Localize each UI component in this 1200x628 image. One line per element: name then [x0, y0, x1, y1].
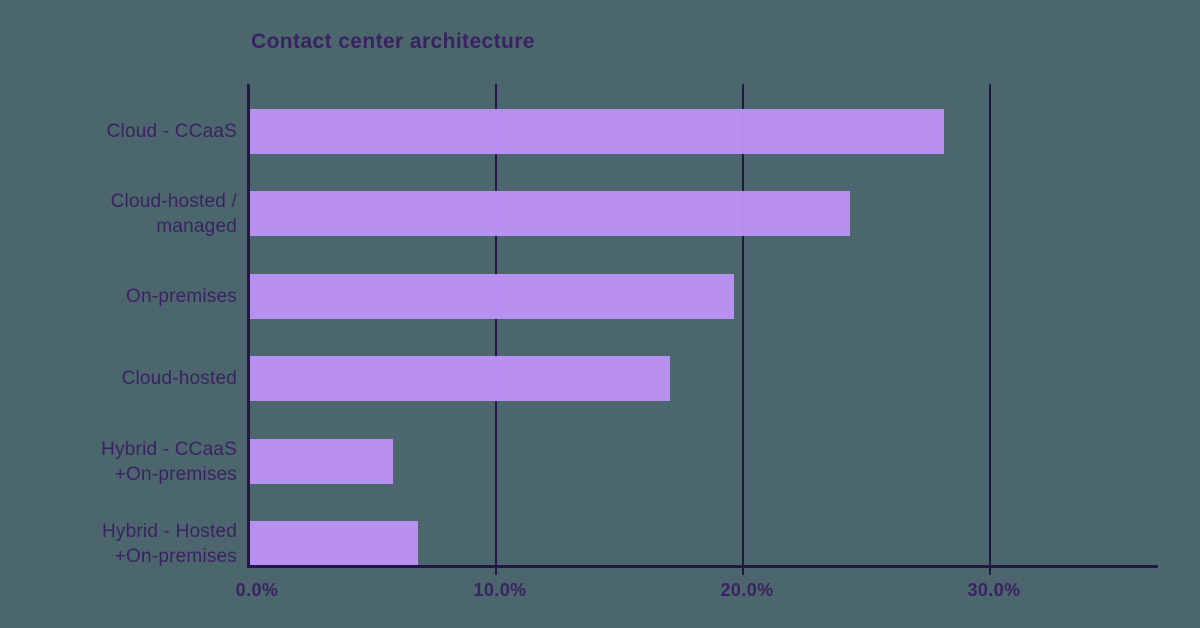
category-label-line: Hybrid - Hosted — [102, 520, 237, 542]
category-label-1: Cloud - CCaaS — [0, 104, 237, 160]
gridline-20-percent — [742, 84, 744, 567]
category-label-line: On-premises — [126, 286, 237, 307]
category-label-line: Cloud-hosted — [121, 368, 237, 389]
x-tick-label-30-percent: 30.0% — [967, 580, 1021, 600]
bar-6 — [250, 521, 418, 566]
category-label-4: Cloud-hosted — [0, 351, 237, 407]
chart-title: Contact center architecture — [251, 30, 535, 53]
category-label-line: managed — [156, 215, 237, 237]
bar-1 — [250, 109, 944, 154]
category-label-6: Hybrid - Hosted +On-premises — [0, 516, 237, 572]
bar-5 — [250, 439, 393, 484]
category-label-3: On-premises — [0, 269, 237, 325]
category-label-line: +On-premises — [114, 545, 237, 567]
x-tick-30-percent — [989, 568, 991, 575]
x-tick-label-10-percent: 10.0% — [473, 580, 527, 600]
y-axis-line — [247, 84, 250, 567]
bar-4 — [250, 356, 670, 401]
x-axis-line — [247, 565, 1158, 568]
category-label-5: Hybrid - CCaaS +On-premises — [0, 434, 237, 490]
x-tick-20-percent — [742, 568, 744, 575]
category-label-line: Hybrid - CCaaS — [101, 438, 237, 460]
category-label-line: +On-premises — [114, 463, 237, 485]
x-tick-label-20-percent: 20.0% — [720, 580, 774, 600]
bar-3 — [250, 274, 734, 319]
x-tick-10-percent — [495, 568, 497, 575]
gridline-30-percent — [989, 84, 991, 567]
x-tick-label-0-percent: 0.0% — [235, 580, 279, 600]
category-label-line: Cloud - CCaaS — [106, 121, 237, 142]
gridline-10-percent — [495, 84, 497, 567]
category-label-line: Cloud-hosted / — [110, 190, 237, 212]
bar-2 — [250, 191, 850, 236]
category-label-2: Cloud-hosted / managed — [0, 186, 237, 242]
